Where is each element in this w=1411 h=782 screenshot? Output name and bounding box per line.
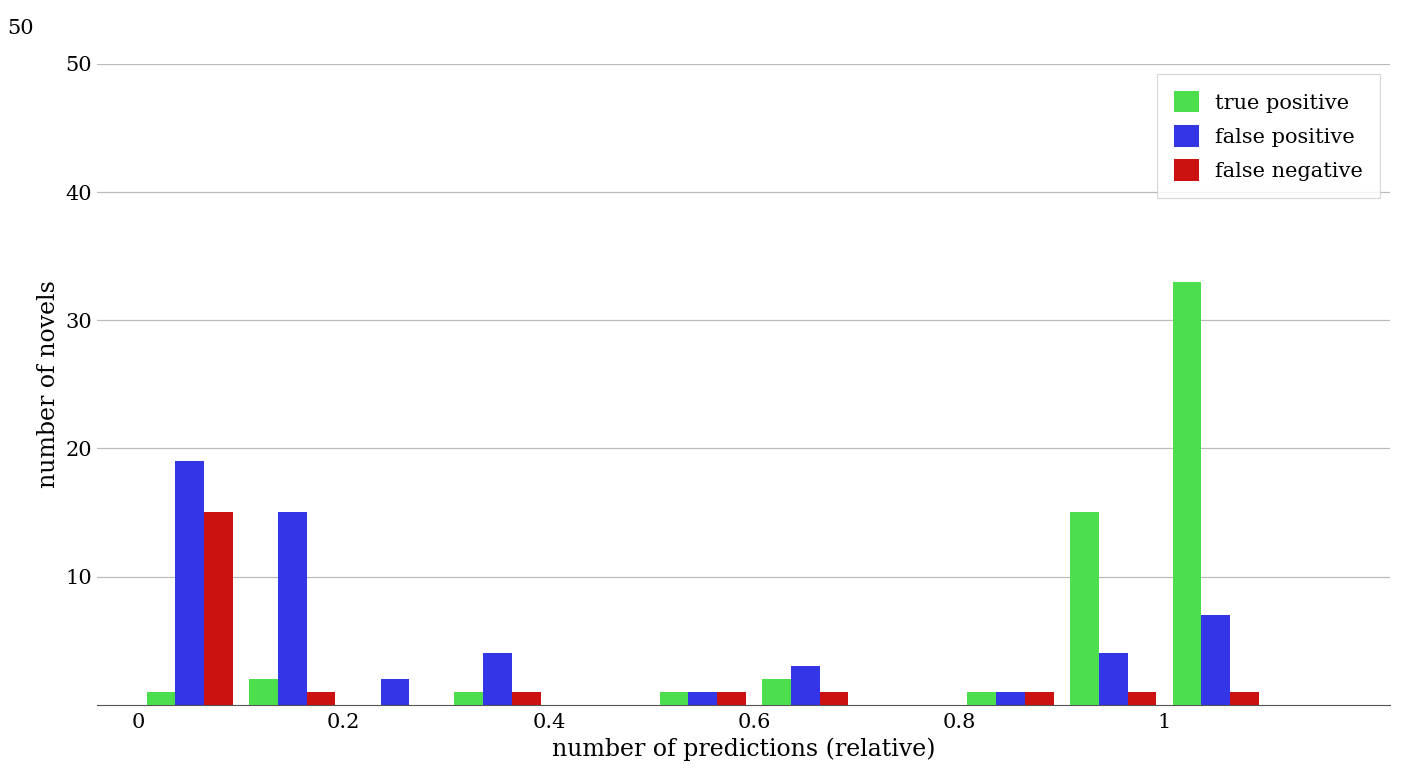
Bar (278, 512, 306, 705)
Bar (762, 679, 792, 705)
Bar (250, 679, 278, 705)
Bar (1127, 692, 1156, 705)
Bar (205, 512, 233, 705)
Bar (820, 692, 848, 705)
Bar (1024, 692, 1054, 705)
Bar (175, 461, 205, 705)
Bar (1201, 615, 1230, 705)
Bar (147, 692, 175, 705)
Bar (1070, 512, 1099, 705)
Bar (512, 692, 540, 705)
Bar (717, 692, 746, 705)
Bar (483, 654, 512, 705)
Bar (1230, 692, 1259, 705)
Bar (792, 666, 820, 705)
Bar (996, 692, 1024, 705)
Bar (381, 679, 409, 705)
Bar (659, 692, 689, 705)
Bar (1173, 282, 1201, 705)
Text: 50: 50 (7, 20, 34, 38)
X-axis label: number of predictions (relative): number of predictions (relative) (552, 737, 935, 761)
Bar (454, 692, 483, 705)
Bar (306, 692, 336, 705)
Legend: true positive, false positive, false negative: true positive, false positive, false neg… (1157, 74, 1380, 198)
Bar (689, 692, 717, 705)
Bar (968, 692, 996, 705)
Y-axis label: number of novels: number of novels (37, 281, 59, 488)
Bar (1099, 654, 1127, 705)
